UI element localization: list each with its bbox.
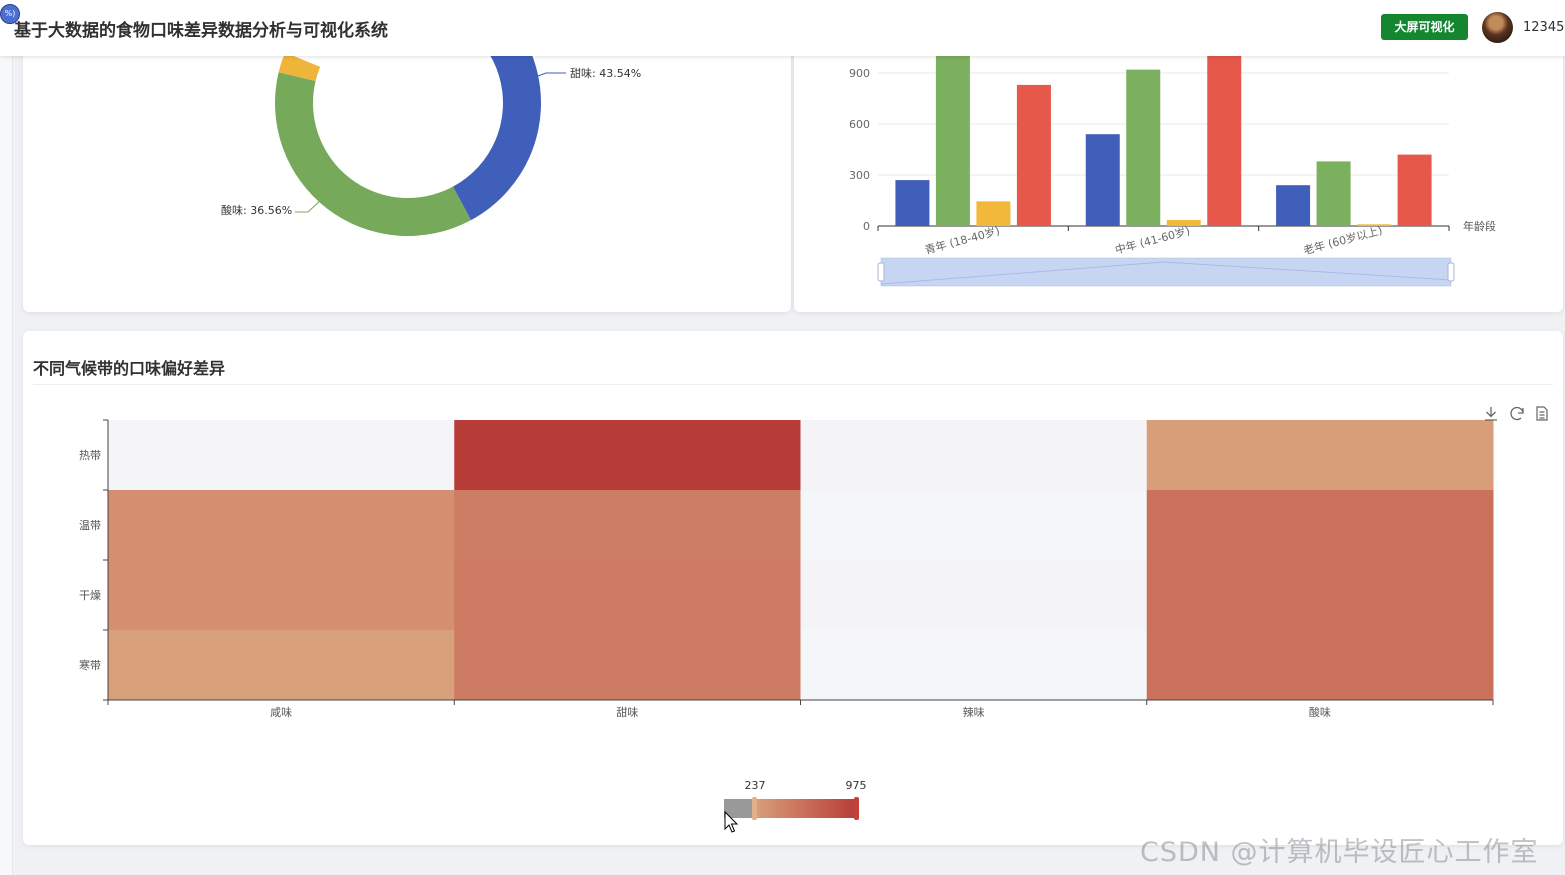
datazoom-selection[interactable] [881, 258, 1451, 286]
heatmap-cell[interactable] [800, 630, 1148, 701]
slice-label: 酸味: 36.56% [221, 203, 292, 217]
heatmap-cell[interactable] [800, 420, 1148, 491]
data-view-icon[interactable] [1536, 406, 1548, 421]
download-icon-glyph [1485, 407, 1497, 421]
refresh-icon[interactable] [1510, 406, 1524, 421]
visualmap-out-of-range[interactable] [724, 799, 754, 818]
visualmap-max-label: 975 [846, 779, 867, 792]
bar[interactable] [1276, 185, 1311, 226]
bar[interactable] [1207, 56, 1242, 226]
sidebar-edge [0, 56, 13, 875]
datazoom-preview-line [880, 261, 1452, 285]
heatmap-cell[interactable] [454, 490, 801, 561]
slice-label: 甜味: 43.54% [570, 67, 641, 80]
divider [33, 384, 1553, 385]
label-line [295, 197, 324, 213]
heatmap-cell[interactable] [1146, 420, 1494, 491]
top-header: %) 基于大数据的食物口味差异数据分析与可视化系统 大屏可视化 123456 [0, 0, 1565, 56]
pie-slice[interactable] [278, 52, 321, 82]
x-tick-label: 老年 (60岁以上) [1302, 223, 1384, 258]
bar-chart: 0 300 600 900 青年 (18-40岁) 中年 (41-60岁) 老年 (60岁以… [849, 56, 1496, 287]
age-taste-card: 0 300 600 900 青年 (18-40岁) 中年 (41-60岁) 老年 (60岁以… [794, 40, 1563, 312]
y-tick-label: 0 [863, 220, 870, 233]
app-logo: %) [0, 4, 20, 24]
bar[interactable] [976, 201, 1011, 226]
datazoom-handle-right[interactable] [1447, 262, 1455, 282]
climate-heatmap-card: 不同气候带的口味偏好差异 热带温带干燥寒带咸味 甜味 辣味 酸味 237 975 [23, 331, 1563, 845]
bar[interactable] [1316, 161, 1351, 226]
visualmap-min-label: 237 [745, 779, 766, 792]
x-tick-label: 酸味 [1309, 705, 1331, 719]
y-tick-label: 900 [849, 67, 870, 80]
download-icon[interactable] [1485, 407, 1497, 421]
label-line [537, 72, 566, 77]
bar[interactable] [935, 56, 970, 226]
visualmap-handle-max[interactable] [854, 797, 859, 820]
heatmap-cell[interactable] [108, 420, 455, 491]
bar[interactable] [1166, 220, 1201, 226]
datazoom-handle-left[interactable] [877, 262, 885, 282]
bar[interactable] [1085, 134, 1120, 226]
x-tick-label: 青年 (18-40岁) [923, 223, 1001, 256]
heatmap-cell[interactable] [108, 490, 455, 561]
heatmap-cell[interactable] [1146, 560, 1494, 631]
data-view-icon-glyph [1536, 406, 1548, 421]
x-tick-label: 甜味 [616, 706, 638, 719]
x-tick-label: 中年 (41-60岁) [1113, 223, 1191, 256]
y-tick-label: 300 [849, 169, 870, 182]
bar[interactable] [1397, 154, 1432, 226]
username[interactable]: 123456 [1523, 20, 1565, 35]
avatar[interactable] [1482, 12, 1513, 43]
pie-slice[interactable] [396, 0, 542, 221]
y-tick-label: 寒带 [79, 658, 101, 672]
pie-slice[interactable] [275, 72, 471, 237]
watermark: CSDN @计算机毕设匠心工作室 [1140, 837, 1539, 868]
heatmap-cell[interactable] [800, 560, 1148, 631]
heatmap-cell[interactable] [108, 630, 455, 701]
y-tick-label: 温带 [79, 519, 101, 532]
heatmap-cell[interactable] [454, 560, 801, 631]
bar[interactable] [1357, 224, 1392, 226]
heatmap-cell[interactable] [108, 560, 455, 631]
bar[interactable] [1016, 84, 1051, 227]
heatmap-cell[interactable] [1146, 630, 1494, 701]
heatmap-cell[interactable] [800, 490, 1148, 561]
bar[interactable] [1126, 69, 1161, 226]
x-tick-label: 辣味 [963, 705, 985, 719]
x-axis-name: 年龄段 [1463, 219, 1496, 233]
heatmap-cell[interactable] [454, 420, 801, 491]
card-title: 不同气候带的口味偏好差异 [33, 359, 226, 378]
heatmap-cell[interactable] [454, 630, 801, 701]
y-tick-label: 600 [849, 118, 870, 131]
bar[interactable] [895, 180, 930, 226]
taste-distribution-card: 甜味: 43.54% 酸味: 36.56% [23, 0, 791, 312]
mouse-cursor [724, 810, 739, 833]
bigscreen-button[interactable]: 大屏可视化 [1381, 14, 1468, 40]
y-tick-label: 热带 [79, 449, 101, 462]
refresh-icon-glyph [1510, 406, 1524, 421]
visualmap-handle-min[interactable] [752, 797, 757, 820]
x-tick-label: 咸味 [270, 706, 292, 719]
app-title: 基于大数据的食物口味差异数据分析与可视化系统 [14, 21, 388, 41]
donut-chart: 甜味: 43.54% 酸味: 36.56% [221, 0, 641, 237]
heatmap-cell[interactable] [1146, 490, 1494, 561]
visualmap-bar[interactable] [754, 799, 857, 818]
y-tick-label: 干燥 [79, 589, 101, 602]
